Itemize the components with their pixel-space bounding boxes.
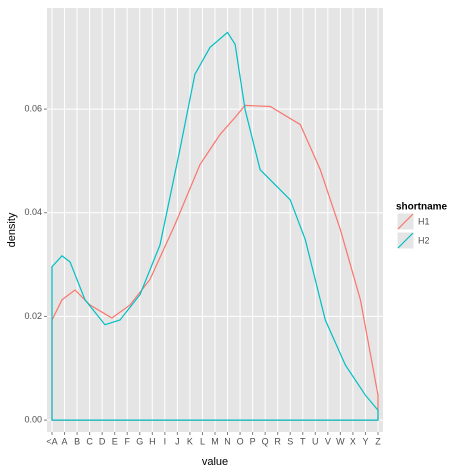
x-tick-label: A (62, 436, 68, 446)
legend-label: H2 (418, 235, 430, 245)
x-tick-label: K (187, 436, 193, 446)
x-tick-label: F (124, 436, 130, 446)
x-tick-label: R (274, 436, 281, 446)
legend-key-line (397, 232, 414, 249)
x-tick-label: J (175, 436, 180, 446)
x-tick-label: S (287, 436, 293, 446)
x-tick-label: B (74, 436, 80, 446)
x-tick-label: Q (262, 436, 269, 446)
y-tick-label: 0.00 (24, 414, 42, 424)
legend-label: H1 (418, 216, 430, 226)
x-tick-label: L (200, 436, 205, 446)
y-axis-title: density (6, 212, 18, 247)
x-tick-label: V (325, 436, 331, 446)
x-tick-label: Z (375, 436, 381, 446)
density-curve (51, 104, 379, 421)
x-tick-label: X (350, 436, 356, 446)
x-tick-label: Y (362, 436, 368, 446)
x-tick-label: U (312, 436, 319, 446)
x-tick-label: D (99, 436, 106, 446)
x-tick-label: T (300, 436, 306, 446)
x-tick-label: <A (46, 436, 57, 446)
legend-title: shortname (396, 202, 448, 213)
x-tick-label: G (136, 436, 143, 446)
y-tick-label: 0.02 (24, 311, 42, 321)
y-tick-label: 0.06 (24, 103, 42, 113)
x-tick-label: O (237, 436, 244, 446)
x-tick-label: N (224, 436, 231, 446)
x-tick-label: M (211, 436, 219, 446)
x-tick-label: I (164, 436, 167, 446)
x-tick-label: H (149, 436, 156, 446)
x-tick-label: E (112, 436, 118, 446)
x-tick-label: W (336, 436, 345, 446)
density-curve (51, 31, 379, 421)
x-tick-label: P (250, 436, 256, 446)
x-axis-title: value (202, 456, 228, 468)
y-tick-label: 0.04 (24, 207, 42, 217)
legend-key-line (397, 213, 414, 230)
x-tick-label: C (86, 436, 93, 446)
